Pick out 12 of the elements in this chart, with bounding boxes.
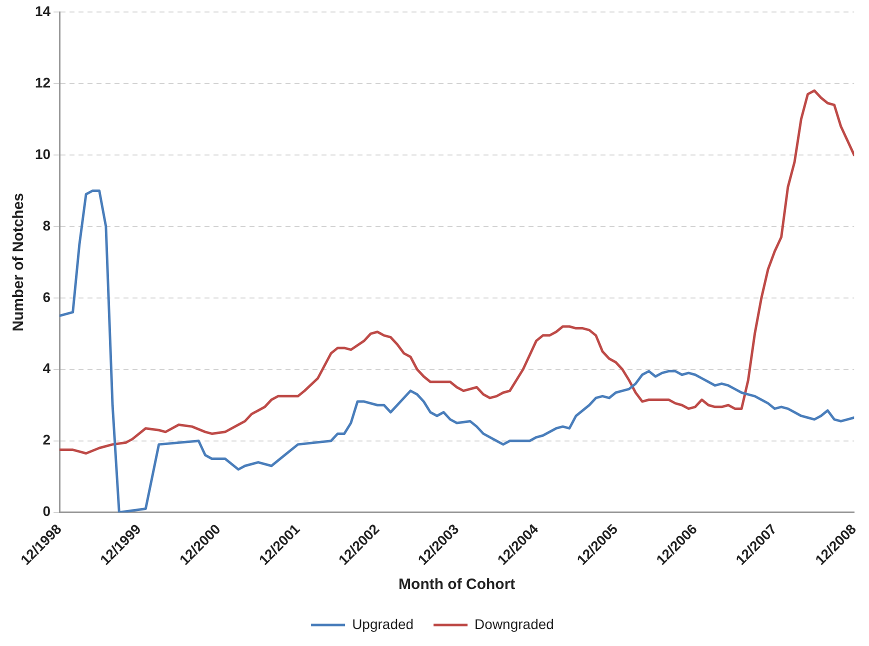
y-tick-label: 10: [34, 146, 51, 162]
y-tick-label: 14: [34, 2, 51, 19]
y-tick-label: 12: [34, 74, 51, 90]
y-tick-label: 6: [42, 288, 51, 305]
legend-label: Downgraded: [474, 616, 554, 632]
legend-label: Upgraded: [352, 616, 414, 632]
y-axis-title: Number of Notches: [10, 192, 28, 332]
y-tick-label: 2: [42, 432, 51, 448]
y-tick-label: 4: [42, 360, 51, 376]
y-tick-label: 0: [42, 503, 51, 520]
x-axis-title: Month of Cohort: [398, 576, 516, 594]
y-tick-label: 8: [42, 217, 51, 234]
